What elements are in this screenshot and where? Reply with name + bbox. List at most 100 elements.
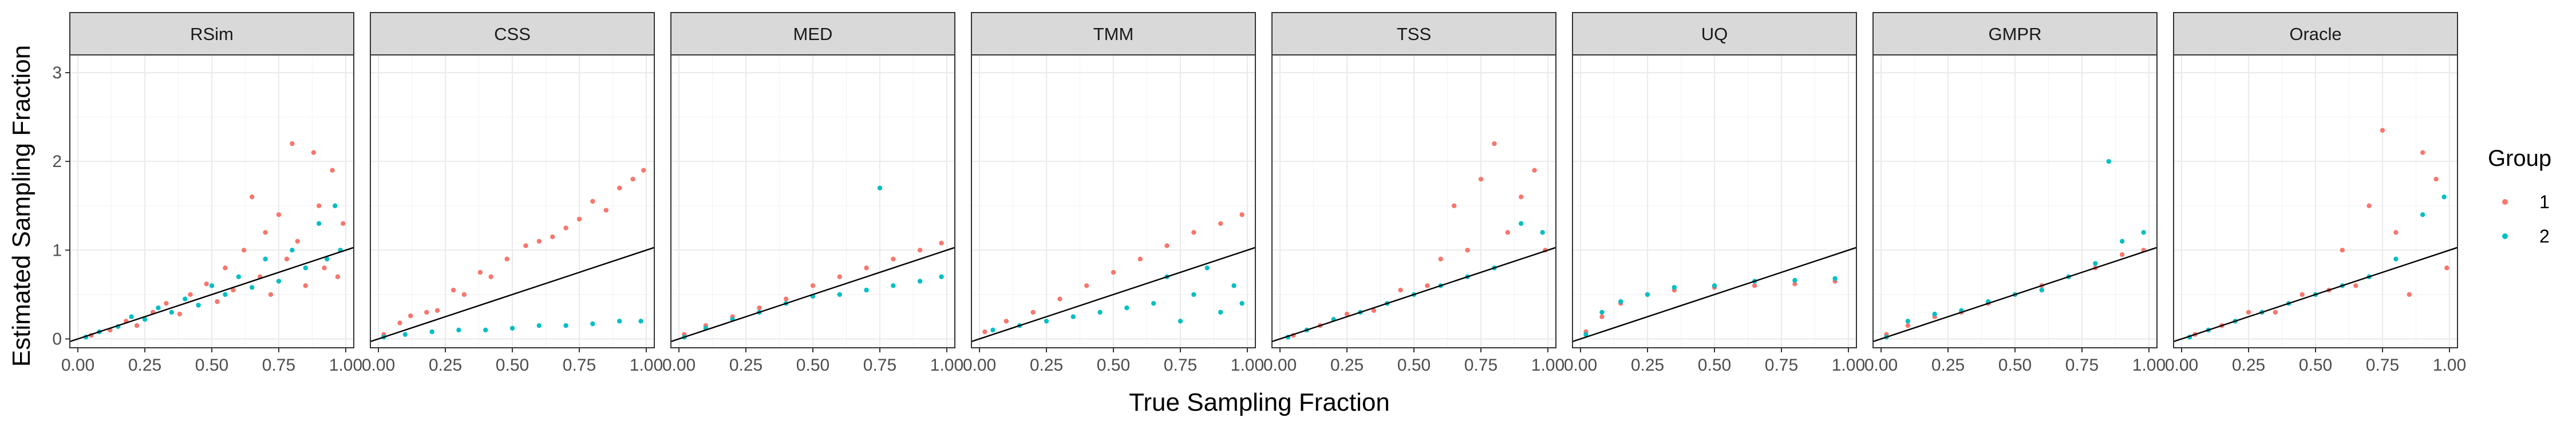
data-point-group-1 [397,320,402,325]
data-point-group-1 [2246,309,2251,315]
data-point-group-2 [223,292,228,297]
data-point-group-1 [2380,128,2385,133]
data-point-group-1 [1478,177,1484,182]
data-point-group-1 [451,287,456,293]
data-point-group-2 [1204,265,1210,271]
data-point-group-1 [1752,283,1757,288]
data-point-group-1 [164,301,169,306]
data-point-group-1 [303,283,308,288]
data-point-group-1 [188,292,193,297]
panel-oracle: 0.00 0.25 0.50 0.75 1.00 Oracle [2165,12,2466,375]
data-point-group-2 [1540,230,1545,235]
data-point-group-1 [341,221,346,226]
x-tick-label: 1.00 [630,356,663,375]
data-point-group-2 [2393,256,2399,262]
x-tick-label: 0.25 [1330,356,1364,375]
data-point-group-2 [236,274,241,280]
data-point-group-1 [241,248,247,253]
y-tick-label: 0 [52,329,62,348]
data-point-group-2 [917,279,923,284]
x-tick-label: 0.25 [429,356,462,375]
data-point-group-1 [284,256,290,262]
data-point-group-1 [1057,296,1062,301]
data-point-group-2 [429,329,434,335]
x-tick-label: 0.75 [1464,356,1498,375]
panels-layer: 0.00 0.25 0.50 0.75 1.00 0 1 2 3 RSim 0.00 0.25 0.50… [52,12,2466,375]
facet-strip [670,12,955,55]
data-point-group-2 [402,332,408,337]
data-point-group-1 [563,225,568,231]
data-point-group-1 [1451,203,1457,208]
data-point-group-1 [1344,311,1350,317]
x-tick-label: 0.50 [1397,356,1431,375]
reference-line [1573,247,1856,343]
data-point-group-2 [290,248,295,253]
data-point-group-1 [2119,252,2125,257]
x-tick-label: 0.00 [963,356,996,375]
x-tick-label: 0.25 [1931,356,1965,375]
data-point-group-1 [550,234,555,240]
data-point-group-2 [1231,283,1236,288]
facet-label: GMPR [1989,24,2042,44]
x-tick-label: 0.00 [362,356,395,375]
data-point-group-1 [424,309,429,315]
data-point-group-1 [330,168,335,173]
data-point-group-1 [2340,248,2345,253]
data-point-group-1 [231,287,236,293]
facet-label: Oracle [2289,24,2341,44]
data-point-group-1 [982,329,987,335]
data-point-group-2 [249,285,255,290]
reference-line [370,247,654,343]
data-point-group-1 [1505,230,1510,235]
data-point-group-2 [2119,239,2125,244]
points-layer [370,168,654,343]
data-point-group-2 [877,185,883,190]
points-layer [70,141,354,343]
data-point-group-1 [2444,265,2449,271]
data-point-group-2 [939,274,944,280]
data-point-group-1 [2273,309,2278,315]
data-point-group-2 [1672,285,1677,290]
data-point-group-2 [169,309,175,315]
data-point-group-2 [617,319,622,324]
facet-strip [370,12,655,55]
facet-label: UQ [1701,24,1728,44]
data-point-group-1 [810,283,816,288]
x-tick-label: 0.00 [1864,356,1898,375]
points-layer [2174,128,2458,343]
x-tick-label: 1.00 [930,356,963,375]
data-point-group-1 [1030,309,1036,315]
panel-med: 0.00 0.25 0.50 0.75 1.00 MED [662,12,963,375]
x-tick-label: 0.75 [2366,356,2399,375]
x-axis-title: True Sampling Fraction [1129,388,1390,416]
reference-line [70,247,354,343]
data-point-group-1 [1905,323,1911,328]
data-point-group-2 [1645,292,1650,297]
data-point-group-2 [638,319,643,324]
x-tick-label: 1.00 [1231,356,1264,375]
data-point-group-1 [576,216,582,222]
facet-strip [1271,12,1556,55]
data-point-group-2 [590,321,595,327]
x-tick-label: 0.50 [496,356,529,375]
data-point-group-2 [1792,277,1797,283]
data-point-group-1 [1518,194,1524,200]
data-point-group-2 [316,221,322,226]
data-point-group-1 [2393,230,2399,235]
x-tick-label: 0.75 [863,356,896,375]
legend: Group 12 [2488,146,2551,247]
data-point-group-1 [276,212,282,217]
data-point-group-1 [1492,141,1497,146]
data-point-group-1 [311,150,317,155]
data-point-group-2 [483,327,488,333]
data-point-group-2 [891,283,896,288]
data-point-group-1 [1111,269,1116,275]
data-point-group-1 [617,185,622,190]
data-point-group-1 [1191,230,1196,235]
data-point-group-1 [536,239,542,244]
data-point-group-1 [641,168,646,173]
facet-strip [69,12,354,55]
data-point-group-1 [864,265,869,271]
data-point-group-1 [1425,283,1430,288]
points-layer [1873,158,2157,343]
